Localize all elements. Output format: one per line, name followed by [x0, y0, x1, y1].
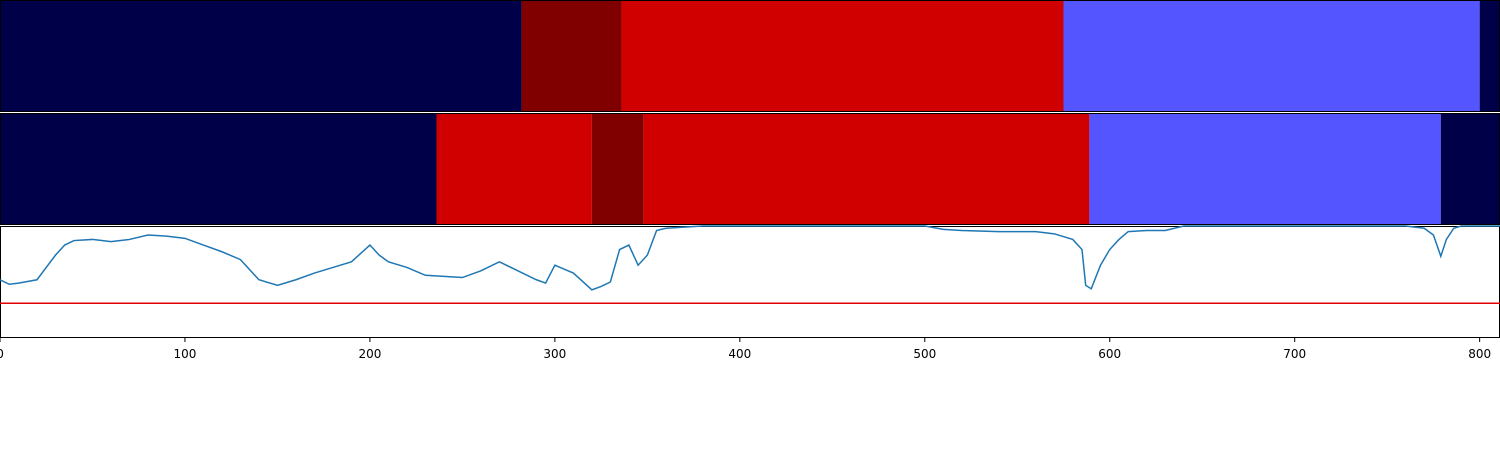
segment: [436, 113, 592, 225]
x-tick-label: 700: [1283, 347, 1306, 361]
segment: [0, 0, 522, 112]
x-tick-label: 0: [0, 347, 4, 361]
segment: [1089, 113, 1441, 225]
x-tick-label: 300: [543, 347, 566, 361]
segment: [643, 113, 1090, 225]
segment: [521, 0, 622, 112]
segment: [1440, 113, 1500, 225]
segment: [621, 0, 1064, 112]
x-tick-label: 200: [358, 347, 381, 361]
segment: [0, 113, 437, 225]
segment: [1479, 0, 1500, 112]
x-tick-label: 800: [1468, 347, 1491, 361]
x-tick-label: 400: [728, 347, 751, 361]
line: [0, 225, 1500, 291]
segment: [1063, 0, 1480, 112]
x-tick-label: 100: [174, 347, 197, 361]
x-tick-label: 600: [1098, 347, 1121, 361]
segment: [591, 113, 644, 225]
panel-frame: [0, 226, 1500, 338]
x-tick-label: 500: [913, 347, 936, 361]
